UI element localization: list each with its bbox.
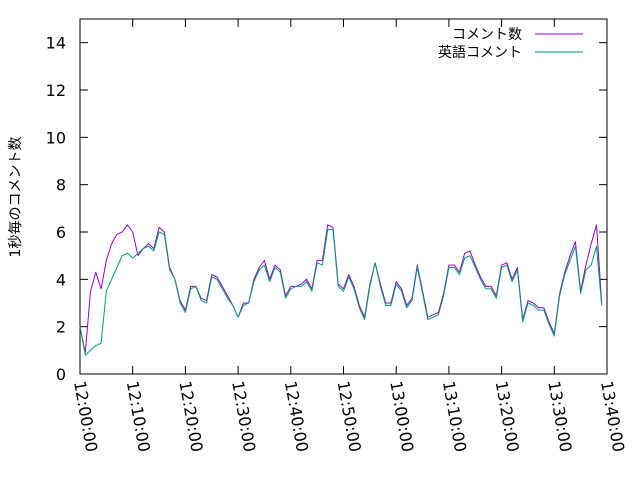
x-tick-label: 13:20:00 xyxy=(492,379,523,453)
x-tick-label: 12:20:00 xyxy=(175,379,206,453)
series-line xyxy=(79,229,603,356)
x-tick-label: 13:30:00 xyxy=(544,379,575,453)
plot-frame xyxy=(79,18,608,375)
x-tick-label: 12:40:00 xyxy=(281,379,312,453)
x-tick-label: 12:10:00 xyxy=(123,379,154,453)
x-axis: 12:00:00 12:10:00 12:20:00 12:30:00 12:40:00… xyxy=(70,19,628,453)
y-tick-label: 6 xyxy=(56,223,66,242)
x-tick-label: 13:10:00 xyxy=(439,379,470,453)
series-layer xyxy=(79,224,603,356)
x-tick-label: 13:00:00 xyxy=(386,379,417,453)
y-axis-title: 1秒毎のコメント数 xyxy=(8,137,24,258)
legend-label: コメント数 xyxy=(452,27,522,43)
y-tick-label: 10 xyxy=(46,128,66,147)
y-tick-label: 8 xyxy=(56,176,66,195)
x-tick-label: 13:40:00 xyxy=(597,379,628,453)
y-tick-label: 14 xyxy=(46,34,66,53)
legend-label: 英語コメント xyxy=(438,44,522,61)
y-axis: 0 2 4 6 8 10 12 14 xyxy=(46,34,607,384)
x-tick-label: 12:30:00 xyxy=(228,379,259,453)
y-tick-label: 2 xyxy=(56,318,66,337)
x-tick-label: 12:50:00 xyxy=(334,379,365,453)
plot-border xyxy=(79,18,608,375)
x-tick-label: 12:00:00 xyxy=(70,379,101,453)
y-tick-label: 4 xyxy=(56,270,66,289)
y-tick-label: 12 xyxy=(46,81,66,100)
y-tick-label: 0 xyxy=(56,365,66,384)
